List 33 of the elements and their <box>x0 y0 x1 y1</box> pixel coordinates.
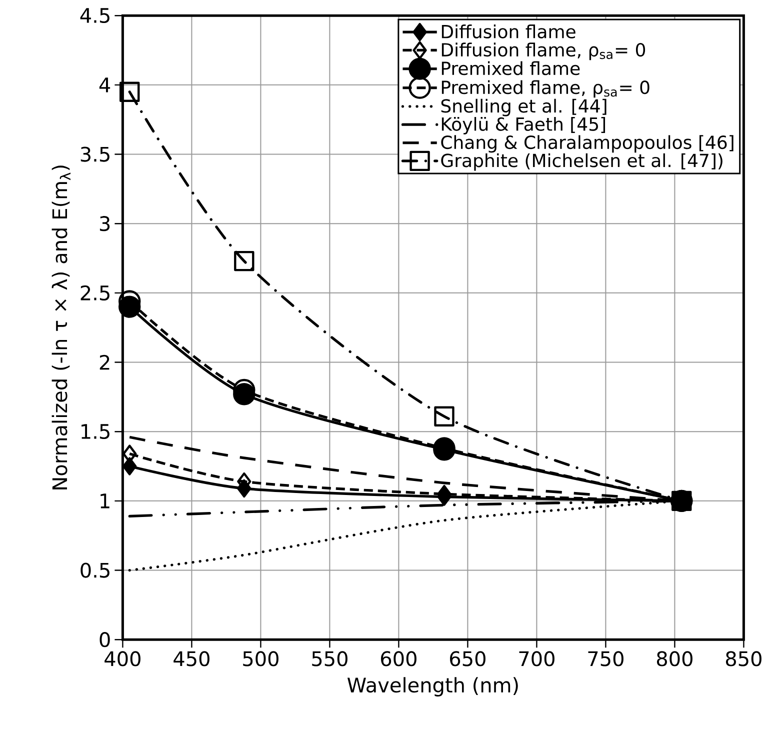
y-tick-label: 2 <box>100 354 110 370</box>
point <box>434 406 454 426</box>
y-axis-title: Normalized (-ln τ × λ) and E(m$_{λ}$) <box>52 166 70 490</box>
x-tick-label: 850 <box>726 651 762 666</box>
y-tick-label: 3 <box>100 216 110 232</box>
legend-label: Diffusion flame, ρ$_{sa}$= 0 <box>442 42 646 60</box>
y-tick-label: 3.5 <box>80 146 110 162</box>
x-tick-label: 500 <box>243 651 278 666</box>
legend-label: Snelling et al. [44] <box>441 98 606 116</box>
x-tick-label: 450 <box>174 651 210 666</box>
x-tick-label: 400 <box>104 651 140 666</box>
x-axis-title: Wavelength (nm) <box>347 677 518 696</box>
legend-label: Premixed flame <box>442 61 580 76</box>
legend-label: Köylü & Faeth [45] <box>442 117 606 134</box>
x-tick-label: 700 <box>519 651 554 666</box>
x-tick-label: 800 <box>656 651 692 666</box>
legend-label: Graphite (Michelsen et al. [47]) <box>441 153 722 171</box>
point <box>120 82 140 102</box>
point <box>234 250 254 272</box>
x-tick-label: 550 <box>312 651 348 666</box>
y-tick-label: 4.5 <box>80 8 110 24</box>
y-tick-label: 1.5 <box>82 424 110 440</box>
legend-label: Diffusion flame <box>442 24 576 38</box>
legend-label: Chang & Charalampopoulos [46] <box>441 135 734 153</box>
y-tick-label: 1 <box>100 494 110 508</box>
x-tick-label: 650 <box>450 651 486 666</box>
x-tick-label: 750 <box>588 651 624 666</box>
y-tick-label: 0 <box>100 632 110 648</box>
y-tick-label: 2.5 <box>80 285 110 300</box>
y-tick-label: 0.5 <box>80 562 110 578</box>
y-tick-label: 4 <box>99 78 110 92</box>
legend-label: Premixed flame, ρ$_{sa}$= 0 <box>442 80 650 98</box>
x-tick-label: 600 <box>381 651 416 666</box>
